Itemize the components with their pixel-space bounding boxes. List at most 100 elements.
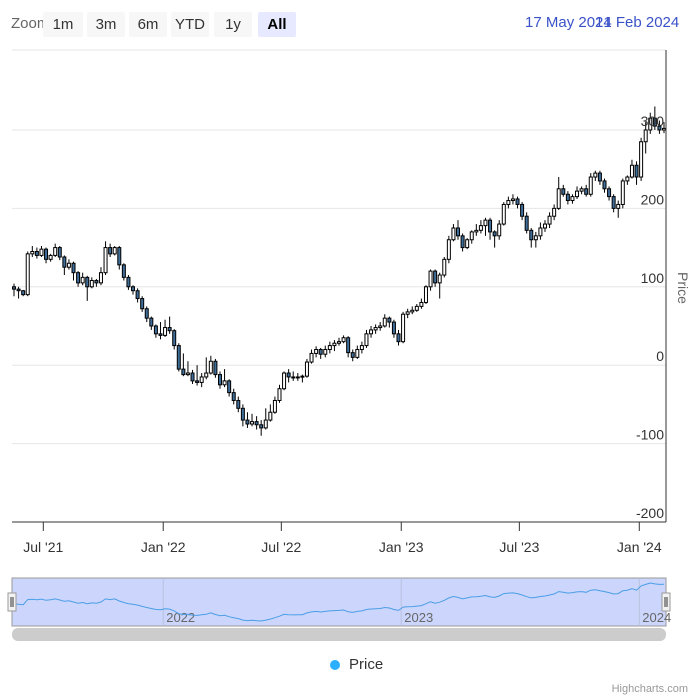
range-button-all[interactable]: All — [258, 12, 296, 37]
candle — [57, 246, 62, 261]
candle-body — [282, 372, 287, 390]
candle-body — [48, 254, 53, 260]
candle — [254, 416, 259, 430]
candle — [474, 224, 479, 236]
candle — [469, 230, 474, 244]
candle — [337, 337, 341, 346]
range-to-input[interactable]: 14 Feb 2024 — [595, 14, 680, 31]
candle-body — [474, 229, 479, 233]
candle — [121, 263, 126, 281]
range-button-ytd[interactable]: YTD — [171, 12, 209, 37]
candle — [66, 259, 71, 270]
candle-body — [30, 251, 35, 255]
candle-body — [21, 290, 26, 296]
candle-body — [98, 272, 103, 284]
candle-body — [419, 301, 424, 307]
candle-body — [652, 117, 657, 127]
range-from-input[interactable]: 17 May 2021 — [525, 14, 612, 31]
candle-body — [620, 180, 625, 205]
candle — [48, 253, 53, 262]
navigator-handle-right[interactable] — [661, 592, 671, 612]
navigator-tick-label: 2023 — [404, 610, 433, 625]
candle-body — [213, 360, 218, 376]
candle — [153, 324, 158, 338]
range-button-1m[interactable]: 1m — [43, 12, 83, 37]
navigator-tick-label: 2022 — [166, 610, 195, 625]
candle-body — [126, 276, 131, 288]
candle-body — [16, 288, 21, 292]
candle — [34, 247, 39, 259]
candle-body — [369, 329, 374, 335]
candle — [300, 374, 305, 383]
candle-body — [149, 317, 154, 327]
candle — [446, 235, 451, 264]
candle — [501, 202, 506, 226]
zoom-label: Zoom — [11, 15, 43, 32]
candle — [323, 345, 328, 358]
candle-body — [217, 374, 222, 386]
candle — [405, 308, 410, 319]
candle — [634, 161, 639, 185]
candle-body — [135, 290, 140, 300]
candle-body — [497, 223, 502, 237]
candle-body — [323, 349, 328, 355]
candle-body — [378, 325, 383, 329]
candle — [44, 247, 49, 264]
candle — [117, 246, 122, 270]
candle — [250, 413, 255, 427]
candle-body — [185, 372, 190, 376]
candle-body — [227, 380, 232, 394]
candle-body — [483, 219, 488, 227]
y-tick-label: -200 — [636, 505, 664, 521]
navigator-series-line — [13, 582, 665, 622]
candle-body — [172, 330, 177, 347]
candle — [648, 112, 653, 134]
candle-body — [277, 388, 282, 401]
candle-body — [199, 376, 204, 383]
y-tick-label: 300 — [641, 113, 665, 129]
candle-body — [570, 196, 575, 202]
range-button-6m[interactable]: 6m — [129, 12, 167, 37]
candle — [85, 275, 90, 301]
candle-body — [456, 227, 461, 237]
candle — [158, 322, 163, 340]
candle — [190, 369, 195, 385]
legend-item-price[interactable]: Price — [330, 656, 383, 673]
candle — [373, 324, 378, 334]
candle-body — [643, 129, 648, 143]
candle — [428, 269, 433, 291]
credits-link[interactable]: Highcharts.com — [611, 683, 688, 695]
candle — [39, 246, 44, 257]
candle — [98, 267, 103, 286]
navigator-handle-left[interactable] — [7, 592, 17, 612]
candle-body — [190, 372, 195, 382]
candle-body — [401, 313, 406, 343]
candle — [538, 222, 543, 240]
candle — [611, 194, 616, 213]
candle-body — [437, 274, 442, 284]
navigator-selection — [11, 577, 667, 627]
candle — [575, 186, 580, 199]
candle — [478, 220, 483, 234]
candle — [639, 137, 644, 181]
candle — [332, 340, 337, 352]
x-tick-label: Jul '21 — [23, 539, 63, 555]
candle-body — [176, 345, 181, 370]
candle-body — [25, 253, 30, 296]
y-axis-title: Price — [675, 272, 691, 304]
candle-body — [76, 272, 81, 284]
candle-body — [355, 349, 360, 358]
candle-body — [309, 352, 314, 363]
navigator-tick-label: 2024 — [642, 610, 671, 625]
candle-body — [204, 372, 209, 378]
candle — [94, 278, 99, 287]
range-button-1y[interactable]: 1y — [214, 12, 252, 37]
x-tick-label: Jan '24 — [617, 539, 662, 555]
candle-body — [44, 248, 49, 260]
range-button-3m[interactable]: 3m — [87, 12, 125, 37]
candle — [570, 194, 575, 204]
candle — [369, 325, 374, 338]
candle — [282, 371, 287, 391]
scrollbar[interactable] — [12, 628, 666, 641]
